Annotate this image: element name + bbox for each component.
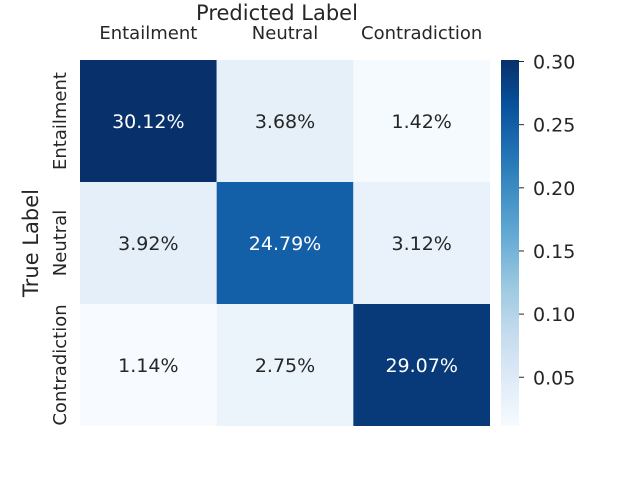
heatmap-cell [80, 182, 217, 304]
heatmap-cell [216, 60, 354, 182]
heatmap-cell [353, 60, 490, 182]
heatmap-cell [353, 304, 490, 426]
cell-value-label: 2.75% [255, 355, 315, 377]
colorbar-tick-label: 0.20 [533, 178, 575, 200]
heatmap-cell [80, 60, 217, 182]
heatmap-cell [216, 304, 354, 426]
colorbar [501, 60, 519, 426]
cell-value-label: 3.92% [118, 233, 178, 255]
y-tick-label: Contradiction [50, 304, 71, 425]
colorbar-tick-label: 0.10 [533, 304, 575, 326]
cell-value-label: 30.12% [112, 111, 184, 133]
cell-value-label: 3.12% [391, 233, 451, 255]
colorbar-tick-label: 0.30 [533, 52, 575, 74]
cell-value-label: 3.68% [255, 111, 315, 133]
colorbar-tick-label: 0.15 [533, 241, 575, 263]
y-axis-title: True Label [19, 189, 43, 298]
colorbar-tick-label: 0.25 [533, 115, 575, 137]
x-tick-labels: Entailment Neutral Contradiction [99, 23, 482, 44]
cell-value-label: 1.42% [391, 111, 451, 133]
colorbar-tick-label: 0.05 [533, 367, 575, 389]
colorbar-ticks: 0.05 0.10 0.15 0.20 0.25 0.30 [519, 52, 575, 389]
heatmap-cell [80, 304, 217, 426]
cell-value-label: 1.14% [118, 355, 178, 377]
y-tick-labels: Entailment Neutral Contradiction [50, 72, 71, 426]
heatmap-cell [216, 182, 354, 304]
y-tick-label: Neutral [50, 210, 71, 276]
x-tick-label: Contradiction [361, 23, 482, 44]
x-axis-title: Predicted Label [196, 1, 358, 25]
y-tick-label: Entailment [50, 72, 71, 170]
x-tick-label: Entailment [99, 23, 197, 44]
x-tick-label: Neutral [252, 23, 318, 44]
cell-value-label: 29.07% [385, 355, 457, 377]
cell-value-label: 24.79% [249, 233, 321, 255]
heatmap-cell [353, 182, 490, 304]
heatmap-cells: 30.12% 3.68% 1.42% 3.92% 24.79% 3.12% 1.14% 2.7… [80, 60, 490, 426]
